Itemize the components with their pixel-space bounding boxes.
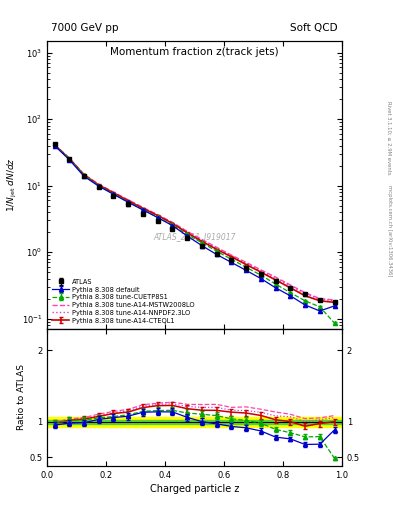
Pythia 8.308 tune-A14-MSTW2008LO [170, 219, 175, 225]
Pythia 8.308 tune-A14-MSTW2008LO [82, 171, 86, 177]
Text: Rivet 3.1.10; ≥ 2.9M events: Rivet 3.1.10; ≥ 2.9M events [387, 101, 391, 175]
X-axis label: Charged particle z: Charged particle z [150, 484, 239, 494]
Pythia 8.308 tune-A14-NNPDF2.3LO [273, 275, 278, 282]
Pythia 8.308 tune-A14-NNPDF2.3LO [214, 245, 219, 251]
Pythia 8.308 tune-A14-NNPDF2.3LO [288, 283, 293, 289]
Pythia 8.308 tune-A14-NNPDF2.3LO [111, 189, 116, 196]
Text: mcplots.cern.ch [arXiv:1306.3436]: mcplots.cern.ch [arXiv:1306.3436] [387, 185, 391, 276]
Pythia 8.308 tune-A14-MSTW2008LO [155, 211, 160, 218]
Pythia 8.308 tune-A14-MSTW2008LO [96, 181, 101, 187]
Legend: ATLAS, Pythia 8.308 default, Pythia 8.308 tune-CUETP8S1, Pythia 8.308 tune-A14-M: ATLAS, Pythia 8.308 default, Pythia 8.30… [50, 277, 196, 326]
Pythia 8.308 tune-A14-NNPDF2.3LO [170, 220, 175, 226]
Pythia 8.308 tune-A14-NNPDF2.3LO [303, 291, 307, 297]
Pythia 8.308 tune-A14-MSTW2008LO [67, 155, 72, 161]
Pythia 8.308 tune-A14-NNPDF2.3LO [185, 229, 189, 235]
Pythia 8.308 tune-A14-MSTW2008LO [288, 282, 293, 288]
Pythia 8.308 tune-A14-NNPDF2.3LO [244, 261, 248, 267]
Text: ATLAS_2011_I919017: ATLAS_2011_I919017 [153, 232, 236, 241]
Pythia 8.308 tune-A14-NNPDF2.3LO [126, 197, 130, 203]
Pythia 8.308 tune-A14-NNPDF2.3LO [155, 212, 160, 218]
Pythia 8.308 tune-A14-NNPDF2.3LO [229, 253, 234, 259]
Pythia 8.308 tune-A14-MSTW2008LO [111, 189, 116, 195]
Text: 7000 GeV pp: 7000 GeV pp [51, 23, 119, 33]
Pythia 8.308 tune-A14-MSTW2008LO [303, 290, 307, 296]
Pythia 8.308 tune-A14-MSTW2008LO [200, 237, 204, 243]
Pythia 8.308 tune-A14-NNPDF2.3LO [259, 268, 263, 274]
Pythia 8.308 tune-A14-MSTW2008LO [126, 197, 130, 203]
Pythia 8.308 tune-A14-MSTW2008LO [229, 252, 234, 258]
Pythia 8.308 tune-A14-MSTW2008LO [273, 274, 278, 280]
Pythia 8.308 tune-A14-NNPDF2.3LO [96, 182, 101, 188]
Pythia 8.308 tune-A14-NNPDF2.3LO [200, 237, 204, 243]
Pythia 8.308 tune-A14-MSTW2008LO [52, 141, 57, 147]
Pythia 8.308 tune-A14-MSTW2008LO [244, 259, 248, 265]
Pythia 8.308 tune-A14-MSTW2008LO [318, 295, 322, 302]
Pythia 8.308 tune-A14-MSTW2008LO [185, 228, 189, 234]
Line: Pythia 8.308 tune-A14-NNPDF2.3LO: Pythia 8.308 tune-A14-NNPDF2.3LO [55, 145, 334, 301]
Pythia 8.308 tune-A14-NNPDF2.3LO [318, 296, 322, 302]
Pythia 8.308 tune-A14-MSTW2008LO [214, 244, 219, 250]
Pythia 8.308 tune-A14-NNPDF2.3LO [82, 172, 86, 178]
Pythia 8.308 tune-A14-NNPDF2.3LO [67, 155, 72, 161]
Line: Pythia 8.308 tune-A14-MSTW2008LO: Pythia 8.308 tune-A14-MSTW2008LO [55, 144, 334, 300]
Pythia 8.308 tune-A14-MSTW2008LO [141, 204, 145, 210]
Y-axis label: $1/N_\mathrm{jet}\ dN/dz$: $1/N_\mathrm{jet}\ dN/dz$ [6, 158, 19, 212]
Text: Soft QCD: Soft QCD [290, 23, 338, 33]
Pythia 8.308 tune-A14-NNPDF2.3LO [141, 205, 145, 211]
Pythia 8.308 tune-A14-NNPDF2.3LO [332, 297, 337, 304]
Y-axis label: Ratio to ATLAS: Ratio to ATLAS [17, 365, 26, 431]
Pythia 8.308 tune-A14-MSTW2008LO [332, 297, 337, 303]
Pythia 8.308 tune-A14-NNPDF2.3LO [52, 142, 57, 148]
Text: Momentum fraction z(track jets): Momentum fraction z(track jets) [110, 47, 279, 57]
Pythia 8.308 tune-A14-MSTW2008LO [259, 267, 263, 273]
